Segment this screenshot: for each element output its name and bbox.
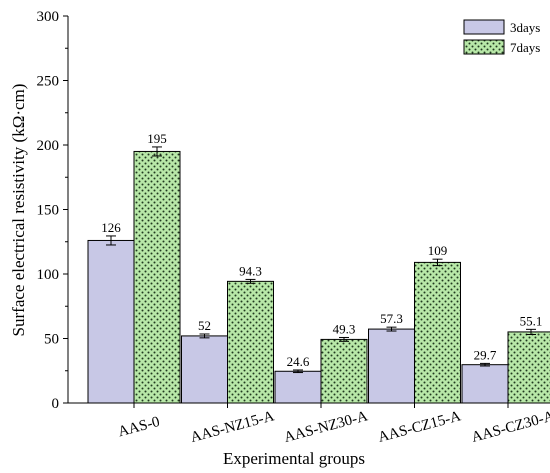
x-axis-title: Experimental groups — [223, 449, 365, 468]
bar-7days-AAS-NZ15-A — [227, 280, 274, 404]
y-tick-label: 300 — [37, 9, 60, 25]
x-tick-label: AAS-CZ15-A — [376, 408, 462, 445]
bar-7days-AAS-0 — [133, 150, 181, 404]
y-tick-label: 50 — [44, 332, 59, 348]
bar-7days-AAS-CZ30-A — [507, 331, 550, 404]
bar-7days-AAS-NZ30-A — [320, 338, 368, 404]
y-axis-title: Surface electrical resistivity (kΩ·cm) — [9, 84, 28, 337]
legend-swatch-3days — [463, 19, 505, 35]
legend-swatch-7days — [463, 39, 505, 55]
y-tick-label: 150 — [37, 203, 60, 219]
y-tick-label: 200 — [37, 138, 60, 154]
data-label: 126 — [101, 220, 121, 235]
x-tick-label: AAS-NZ15-A — [189, 408, 276, 446]
data-label: 24.6 — [287, 354, 310, 369]
plot-area: 0 50 100 150 200 250 300 126 195 AAS-0 52 94.3 AAS-N… — [37, 9, 550, 446]
legend-label: 3days — [510, 20, 540, 35]
bar-3days-AAS-NZ15-A — [181, 335, 228, 404]
data-label: 109 — [428, 243, 448, 258]
data-label: 55.1 — [520, 313, 543, 328]
x-tick-label: AAS-NZ30-A — [282, 408, 369, 446]
data-label: 49.3 — [333, 321, 356, 336]
y-tick-label: 0 — [52, 396, 60, 412]
x-tick-label: AAS-0 — [116, 414, 161, 440]
x-tick-label: AAS-CZ30-A — [470, 408, 550, 445]
data-label: 195 — [147, 131, 167, 146]
bar-3days-AAS-NZ30-A — [274, 370, 322, 404]
y-tick-label: 100 — [37, 267, 60, 283]
bar-3days-AAS-CZ15-A — [368, 328, 415, 404]
y-tick-label: 250 — [37, 74, 60, 90]
data-label: 57.3 — [380, 311, 403, 326]
legend-label: 7days — [510, 40, 540, 55]
bar-7days-AAS-CZ15-A — [414, 261, 461, 404]
data-label: 94.3 — [239, 263, 262, 278]
bar-3days-AAS-CZ30-A — [461, 364, 509, 404]
bar-3days-AAS-0 — [87, 239, 135, 404]
data-label: 29.7 — [474, 347, 497, 362]
data-label: 52 — [198, 318, 211, 333]
